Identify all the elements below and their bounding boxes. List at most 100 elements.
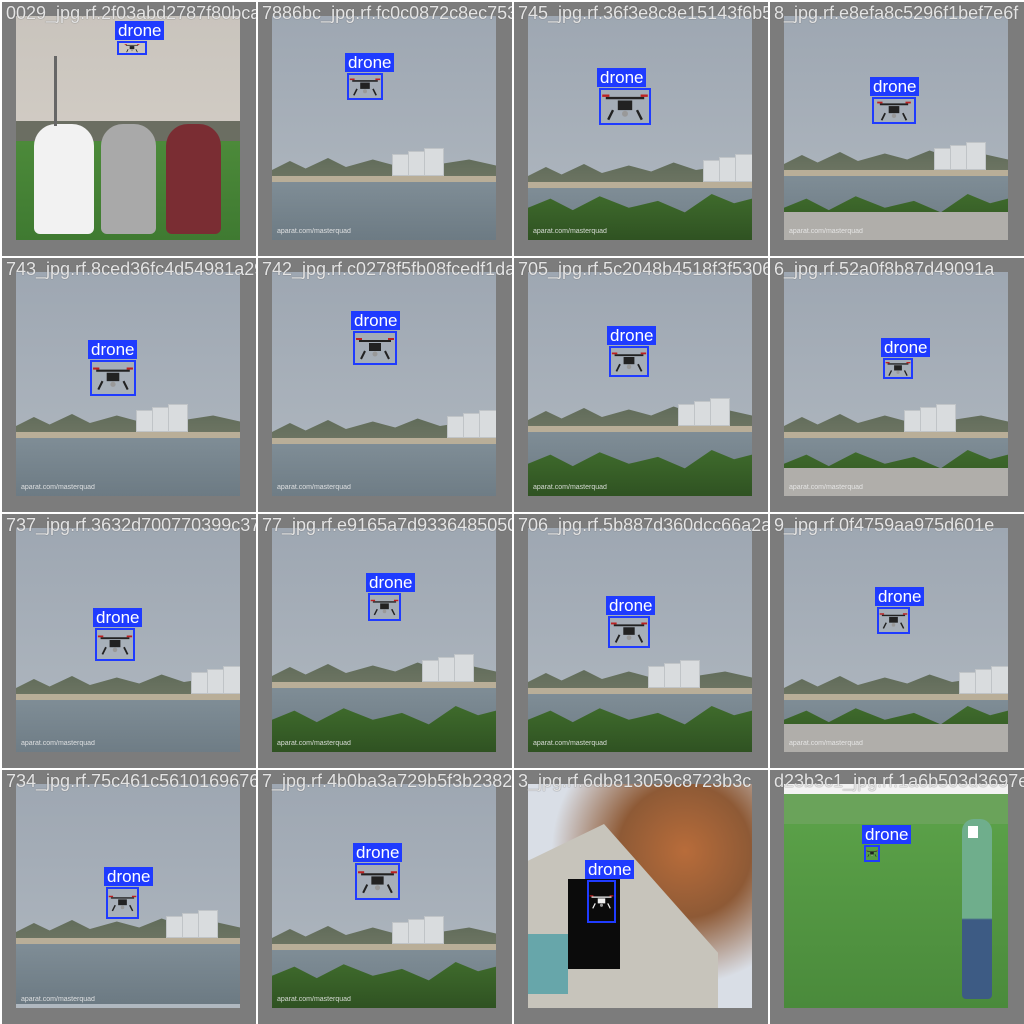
filename-label: 737_jpg.rf.3632d700770399c372fd40e9165a7… (6, 515, 256, 535)
image-tile[interactable]: aparat.com/masterquad drone 742_jpg.rf.c02… (258, 258, 512, 512)
building (198, 910, 218, 938)
river-bank (16, 938, 240, 944)
watermark: aparat.com/masterquad (789, 740, 863, 747)
class-label: drone (875, 587, 925, 606)
river-bank (16, 694, 240, 700)
class-label: drone (607, 326, 657, 345)
drone-icon (358, 871, 397, 894)
bounding-box (353, 331, 397, 365)
drone-icon (877, 101, 911, 121)
building (680, 660, 700, 688)
photo: aparat.com/masterquad drone (16, 784, 240, 1008)
filename-label: 734_jpg.rf.75c461c56101696761f554b0b8a72… (6, 771, 256, 791)
class-label: drone (115, 21, 165, 40)
building (936, 404, 956, 432)
window-opening (568, 879, 620, 969)
class-label: drone (862, 825, 912, 844)
image-tile[interactable]: aparat.com/masterquad drone 6_jpg.rf.52a0f… (770, 258, 1024, 512)
image-tile[interactable]: aparat.com/masterquad drone 705_jpg.rf.5c2… (514, 258, 768, 512)
drone-icon (611, 352, 647, 372)
filename-label: d23b3c1_jpg.rf.1a6b503d3697e5a (774, 771, 1024, 791)
floodlight-pole (54, 56, 57, 126)
photo: drone (528, 784, 752, 1008)
image-tile[interactable]: aparat.com/masterquad drone 8_jpg.rf.e8efa… (770, 2, 1024, 256)
drone-icon (93, 367, 133, 391)
photo: aparat.com/masterquad drone (272, 528, 496, 752)
photo: aparat.com/masterquad drone (528, 528, 752, 752)
bounding-box (587, 880, 616, 923)
river-bank (784, 694, 1008, 700)
image-tile[interactable]: aparat.com/masterquad drone 737_jpg.rf.363… (2, 514, 256, 768)
bounding-box (106, 887, 139, 919)
building (966, 142, 986, 170)
image-tile[interactable]: aparat.com/masterquad drone 745_jpg.rf.36f… (514, 2, 768, 256)
drone-icon (97, 635, 133, 655)
class-label: drone (93, 608, 143, 627)
pavement (784, 468, 1008, 496)
river-bank (528, 426, 752, 432)
building (454, 654, 474, 682)
image-tile[interactable]: drone 3_jpg.rf.6db813059c8723b3c (514, 770, 768, 1024)
river-bank (272, 682, 496, 688)
class-label: drone (351, 311, 401, 330)
watermark: aparat.com/masterquad (21, 740, 95, 747)
building (424, 148, 444, 176)
watermark: aparat.com/masterquad (277, 484, 351, 491)
photo: aparat.com/masterquad drone (16, 528, 240, 752)
image-tile[interactable]: aparat.com/masterquad drone 9_jpg.rf.0f475… (770, 514, 1024, 768)
filename-label: 77_jpg.rf.e9165a7d9336485050e1 (262, 515, 512, 535)
bounding-box (883, 358, 913, 379)
filename-label: 7886bc_jpg.rf.fc0c0872c8ec75330e5c (262, 3, 512, 23)
filename-label: 0029_jpg.rf.2f03abd2787f80bca6cbc8a8c8ec… (6, 3, 256, 23)
drone-icon (885, 362, 911, 376)
filename-label: 743_jpg.rf.8ced36fc4d54981a29c2c2f75f8b0… (6, 259, 256, 279)
class-label: drone (104, 867, 154, 886)
drone-icon (370, 599, 399, 616)
bounding-box (872, 97, 916, 124)
person (34, 124, 94, 234)
image-tile[interactable]: aparat.com/masterquad drone 706_jpg.rf.5b8… (514, 514, 768, 768)
image-tile[interactable]: aparat.com/masterquad drone 7886bc_jpg.rf.… (258, 2, 512, 256)
photo: drone (784, 784, 1008, 1008)
photo: aparat.com/masterquad drone (272, 16, 496, 240)
class-label: drone (881, 338, 931, 357)
class-label: drone (366, 573, 416, 592)
filename-label: 705_jpg.rf.5c2048b4518f3f53060 (518, 259, 768, 279)
river-bank (272, 176, 496, 182)
drone-icon (356, 338, 394, 360)
photo: aparat.com/masterquad drone (784, 528, 1008, 752)
image-tile[interactable]: aparat.com/masterquad drone 743_jpg.rf.8ce… (2, 258, 256, 512)
bounding-box (117, 41, 147, 55)
photo: aparat.com/masterquad drone (784, 16, 1008, 240)
filename-label: 745_jpg.rf.36f3e8c8e15143f6b5c858 (518, 3, 768, 23)
image-tile[interactable]: drone d23b3c1_jpg.rf.1a6b503d3697e5a (770, 770, 1024, 1024)
filename-label: 742_jpg.rf.c0278f5fb08fcedf1da7c0c2 (262, 259, 512, 279)
photo: aparat.com/masterquad drone (272, 272, 496, 496)
watermark: aparat.com/masterquad (533, 228, 607, 235)
bounding-box (347, 73, 383, 100)
watermark: aparat.com/masterquad (277, 996, 351, 1003)
image-tile[interactable]: aparat.com/masterquad drone 77_jpg.rf.e916… (258, 514, 512, 768)
photo: drone (16, 16, 240, 240)
photo: aparat.com/masterquad drone (528, 272, 752, 496)
watermark: aparat.com/masterquad (789, 484, 863, 491)
building (991, 666, 1008, 694)
person (101, 124, 156, 234)
building (735, 154, 752, 182)
watermark: aparat.com/masterquad (277, 740, 351, 747)
drone-icon (879, 613, 908, 629)
filename-label: 706_jpg.rf.5b887d360dcc66a2a56 (518, 515, 768, 535)
river-bank (272, 944, 496, 950)
image-tile[interactable]: drone0029_jpg.rf.2f03abd2787f80bca6cbc8a… (2, 2, 256, 256)
bounding-box (609, 346, 649, 377)
photo: aparat.com/masterquad drone (16, 272, 240, 496)
filename-label: 9_jpg.rf.0f4759aa975d601e (774, 515, 995, 535)
drone-icon (866, 850, 878, 857)
class-label: drone (88, 340, 138, 359)
river-bank (528, 182, 752, 188)
image-tile[interactable]: aparat.com/masterquad drone 7_jpg.rf.4b0ba… (258, 770, 512, 1024)
river-water (16, 700, 240, 752)
bounding-box (90, 360, 136, 396)
image-tile[interactable]: aparat.com/masterquad drone 734_jpg.rf.75c… (2, 770, 256, 1024)
river-bank (784, 170, 1008, 176)
